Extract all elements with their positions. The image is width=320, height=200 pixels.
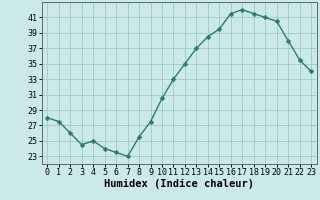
X-axis label: Humidex (Indice chaleur): Humidex (Indice chaleur)	[104, 179, 254, 189]
